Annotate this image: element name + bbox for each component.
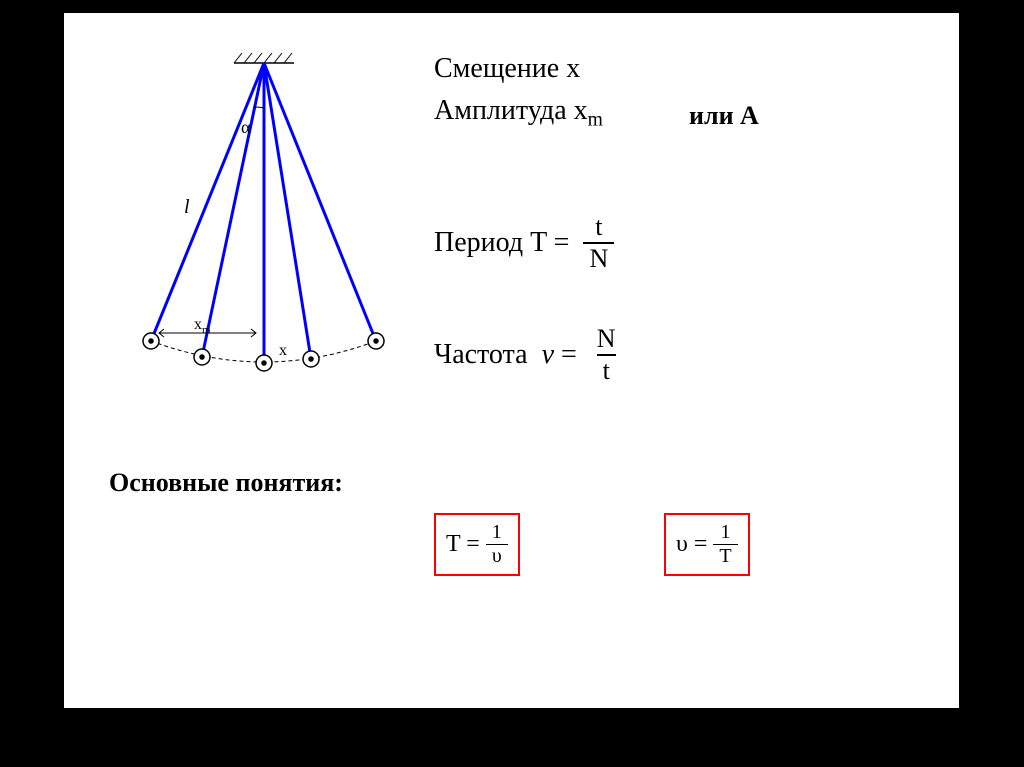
period-num: t — [589, 212, 608, 242]
freq-den: t — [597, 354, 616, 386]
box-T-lhs: T = — [446, 531, 480, 558]
box-nu-num: 1 — [715, 521, 737, 544]
concepts-heading: Основные понятия: — [109, 468, 343, 498]
freq-fraction: N t — [591, 324, 622, 386]
amplitude-word: Амплитуда x — [434, 95, 588, 126]
box-T-den: υ — [486, 544, 508, 568]
angle-label: α — [241, 117, 251, 137]
period-formula: Период T = t N — [434, 212, 934, 274]
frequency-formula: Частота ν = N t — [434, 324, 934, 386]
pendulum-svg: α l xm x — [114, 33, 404, 433]
amplitude-text: Амплитуда xm — [434, 95, 934, 132]
or-a-label: или А — [689, 101, 759, 131]
boxed-formula-nu: υ = 1 T — [664, 513, 750, 576]
pendulum-diagram: α l xm x — [114, 33, 404, 433]
freq-num: N — [591, 324, 622, 354]
freq-label-text: Частота ν = — [434, 339, 577, 371]
box-T-num: 1 — [486, 521, 508, 544]
displacement-text: Смещение x — [434, 53, 934, 85]
boxed-formula-T: T = 1 υ — [434, 513, 520, 576]
box-T-frac: 1 υ — [486, 521, 508, 568]
amplitude-sub: m — [588, 110, 603, 131]
box-nu-den: T — [713, 544, 737, 568]
slide-canvas: α l xm x Смещение x Амплитуда xm Период … — [64, 13, 959, 708]
freq-symbol: ν — [542, 339, 554, 370]
box-nu-frac: 1 T — [713, 521, 737, 568]
freq-word: Частота — [434, 339, 528, 370]
definitions-area: Смещение x Амплитуда xm Период T = t N Ч… — [434, 53, 934, 386]
ceiling-hatch — [234, 53, 294, 63]
period-den: N — [583, 242, 614, 274]
box-nu-lhs: υ = — [676, 531, 707, 558]
period-fraction: t N — [583, 212, 614, 274]
length-label: l — [184, 196, 190, 218]
period-label: Период T = — [434, 227, 569, 259]
displacement-x-label: x — [279, 342, 287, 359]
